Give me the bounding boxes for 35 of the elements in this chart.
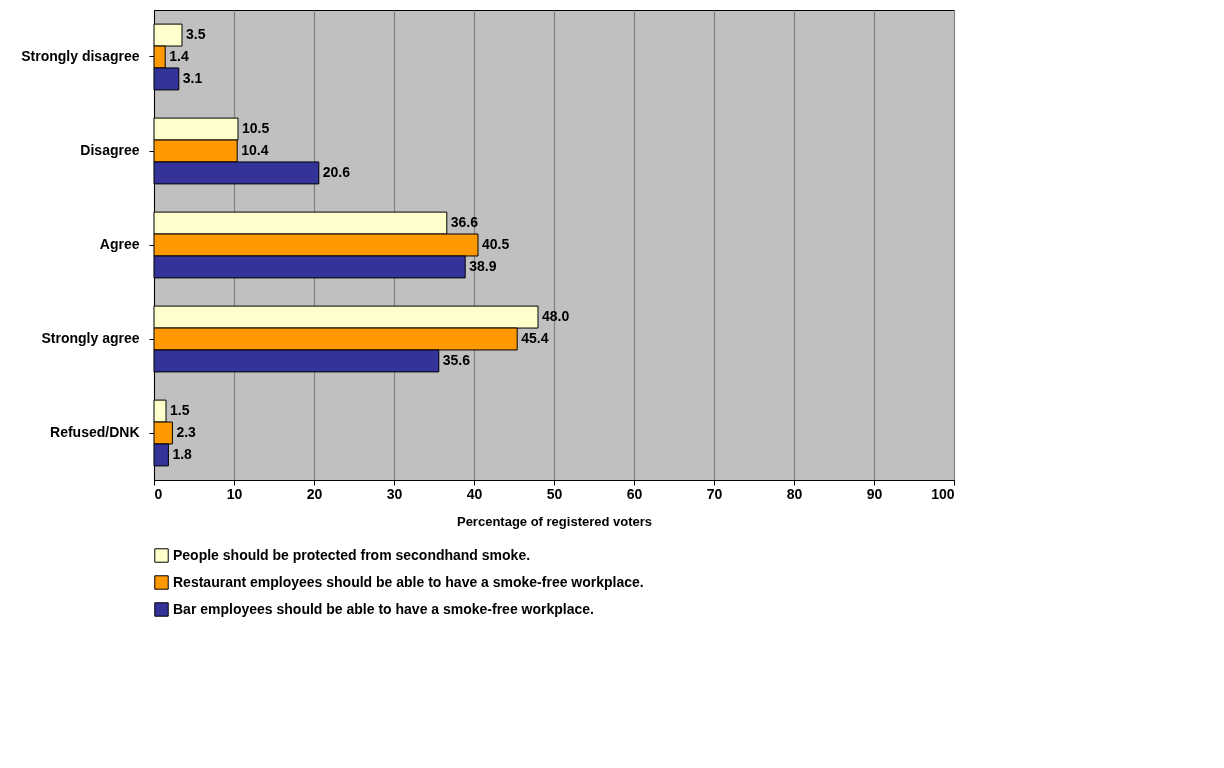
x-tick-label: 0 [154,485,163,502]
data-label: 48.0 [542,308,570,325]
x-tick-label: 90 [866,485,883,502]
data-label: 10.5 [242,120,270,137]
x-tick-label: 20 [306,485,323,502]
data-label: 1.5 [170,402,190,419]
data-label: 38.9 [469,257,497,274]
x-tick-label: 80 [786,485,803,502]
x-tick-label: 60 [626,485,643,502]
data-label: 3.1 [182,69,203,86]
x-tick-label: 70 [706,485,723,502]
data-label: 1.4 [169,48,189,64]
x-axis-title: Percentage of registered voters [456,513,653,529]
data-label: 20.6 [322,163,351,180]
legend-label: Bar employees should be able to have a smoke-free workplace. [173,600,594,617]
data-label: 40.5 [482,236,510,252]
x-tick-label: 50 [546,485,563,502]
data-label: 10.4 [241,142,269,158]
data-label: 36.6 [450,214,479,231]
data-label: 2.3 [176,424,197,440]
data-label: 1.8 [172,445,193,462]
y-tick-label: Strongly disagree [21,48,140,64]
legend-label: People should be protected from secondhand smoke. [173,546,531,563]
y-tick-label: Strongly agree [41,330,140,346]
y-tick-label: Agree [99,236,140,252]
data-label: 45.4 [521,330,549,346]
x-tick-label: 30 [386,485,403,502]
x-tick-label: 40 [466,485,483,502]
y-tick-label: Refused/DNK [50,424,140,440]
y-tick-label: Disagree [80,142,140,158]
data-label: 35.6 [442,351,471,368]
legend-label: Restaurant employees should be able to have a smoke-free workplace. [173,573,644,590]
x-tick-label: 100 [931,485,955,502]
x-tick-label: 10 [226,485,243,502]
data-label: 3.5 [186,26,206,43]
